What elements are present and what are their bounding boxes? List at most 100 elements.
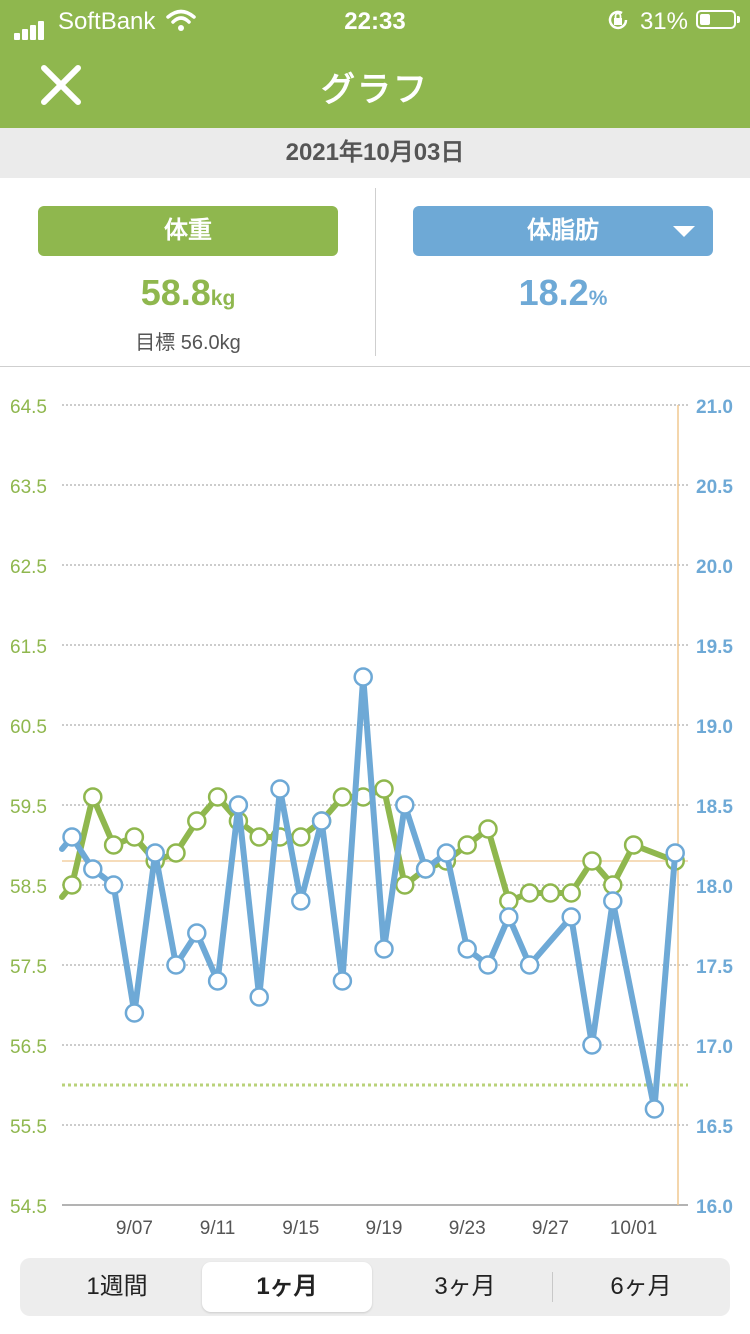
body-fat-data-point	[519, 955, 540, 975]
weight-data-point	[103, 835, 124, 855]
goal-weight: 目標 56.0kg	[135, 332, 241, 354]
body-fat-data-point	[395, 795, 415, 815]
clock: 22:33	[344, 8, 406, 35]
weight-data-point	[291, 827, 311, 847]
weight-data-point	[374, 779, 394, 799]
weight-data-point	[187, 811, 207, 831]
cellular-signal-icon	[14, 12, 46, 40]
x-axis-tick-label: 10/01	[610, 1218, 658, 1239]
x-axis-tick-label: 9/07	[116, 1218, 153, 1239]
right-axis-tick-label: 16.5	[696, 1117, 733, 1138]
body-fat-data-point	[145, 843, 165, 863]
weight-data-point	[249, 827, 269, 847]
metrics-divider	[375, 188, 376, 356]
weight-data-point	[207, 787, 228, 807]
body-fat-data-point	[187, 923, 207, 943]
body-fat-data-point	[603, 891, 623, 911]
weight-data-point	[519, 883, 540, 903]
tab-separator	[552, 1272, 553, 1302]
left-axis-tick-label: 63.5	[10, 477, 47, 498]
x-axis-tick-label: 9/19	[366, 1218, 403, 1239]
body-fat-data-point	[270, 779, 290, 799]
orientation-lock-icon	[608, 10, 628, 30]
body-fat-data-point	[665, 843, 685, 863]
right-axis-tick-label: 18.5	[696, 797, 733, 818]
left-axis-tick-label: 55.5	[10, 1117, 47, 1138]
weight-bodyfat-chart[interactable]: 64.5 21.0 63.5 20.5 62.5 20.0 61.5 19.5 60.5 19.0…	[0, 367, 750, 1252]
body-fat-data-point	[436, 843, 457, 863]
weight-data-point	[62, 875, 82, 895]
weight-number: 58.8	[140, 272, 211, 313]
weight-data-point	[166, 843, 186, 863]
left-axis-tick-label: 57.5	[10, 957, 47, 978]
body-fat-dropdown[interactable]: 体脂肪	[413, 206, 713, 256]
tab-6-months[interactable]: 6ヶ月	[556, 1262, 726, 1312]
weight-unit: kg	[210, 287, 236, 310]
x-axis-tick-label: 9/27	[532, 1218, 569, 1239]
body-fat-data-point	[332, 971, 353, 991]
status-bar: SoftBank 22:33 31%	[0, 0, 750, 42]
body-fat-data-point	[83, 859, 103, 879]
weight-data-point	[582, 851, 602, 871]
battery-icon	[696, 10, 740, 29]
tab-3-months[interactable]: 3ヶ月	[380, 1262, 550, 1312]
body-fat-data-point	[457, 939, 477, 959]
right-axis-tick-label: 18.0	[696, 877, 733, 898]
tab-label: 1週間	[86, 1273, 148, 1300]
body-fat-data-point	[228, 795, 249, 815]
weight-data-point	[540, 883, 561, 903]
weight-data-point	[457, 835, 477, 855]
body-fat-data-point	[207, 971, 228, 991]
tab-label: 6ヶ月	[610, 1273, 672, 1300]
body-fat-data-point	[311, 811, 332, 831]
left-axis-tick-label: 62.5	[10, 557, 47, 578]
right-axis-tick-label: 19.0	[696, 717, 733, 738]
body-fat-data-point	[103, 875, 124, 895]
tab-1-month[interactable]: 1ヶ月	[202, 1262, 372, 1312]
battery-percent: 31%	[639, 8, 688, 35]
left-axis-tick-label: 59.5	[10, 797, 47, 818]
weight-value: 58.8kg	[38, 272, 338, 314]
right-axis-tick-label: 19.5	[696, 637, 733, 658]
body-fat-data-point	[561, 907, 581, 927]
body-fat-data-point	[353, 667, 373, 687]
app-header: SoftBank 22:33 31% グラフ	[0, 0, 750, 128]
body-fat-unit: %	[588, 287, 608, 310]
weight-button[interactable]: 体重	[38, 206, 338, 256]
weight-data-point	[83, 787, 103, 807]
weight-data-point	[623, 835, 644, 855]
body-fat-data-point	[582, 1035, 602, 1055]
body-fat-value: 18.2%	[413, 272, 713, 314]
right-axis-tick-label: 16.0	[696, 1197, 733, 1218]
period-tabs: 1週間 1ヶ月 3ヶ月 6ヶ月	[20, 1258, 730, 1316]
weight-data-point	[478, 819, 498, 839]
page-title: グラフ	[321, 71, 429, 109]
left-axis-tick-label: 64.5	[10, 397, 47, 418]
weight-data-point	[561, 883, 581, 903]
left-axis-tick-label: 61.5	[10, 637, 47, 658]
chevron-down-icon	[673, 226, 695, 237]
right-axis-tick-label: 17.0	[696, 1037, 733, 1058]
body-fat-number: 18.2	[518, 272, 589, 313]
body-fat-data-point	[166, 955, 186, 975]
x-axis-tick-label: 9/23	[449, 1218, 486, 1239]
weight-data-point	[332, 787, 353, 807]
selected-date: 2021年10月03日	[0, 128, 750, 178]
tab-label: 1ヶ月	[256, 1273, 318, 1300]
right-axis-tick-label: 21.0	[696, 397, 733, 418]
close-icon[interactable]	[38, 62, 84, 108]
right-axis-tick-label: 20.0	[696, 557, 733, 578]
carrier-name: SoftBank	[58, 8, 156, 35]
weight-data-point	[499, 891, 519, 911]
tab-1-week[interactable]: 1週間	[32, 1262, 202, 1312]
left-axis-tick-label: 56.5	[10, 1037, 47, 1058]
body-fat-data-point	[644, 1099, 665, 1119]
left-axis-tick-label: 54.5	[10, 1197, 47, 1218]
wifi-icon	[166, 9, 196, 31]
body-fat-data-point	[291, 891, 311, 911]
weight-data-point	[395, 875, 415, 895]
right-axis-tick-label: 20.5	[696, 477, 733, 498]
x-axis-tick-label: 9/15	[282, 1218, 319, 1239]
body-fat-label: 体脂肪	[527, 217, 599, 244]
body-fat-data-point	[415, 859, 436, 879]
